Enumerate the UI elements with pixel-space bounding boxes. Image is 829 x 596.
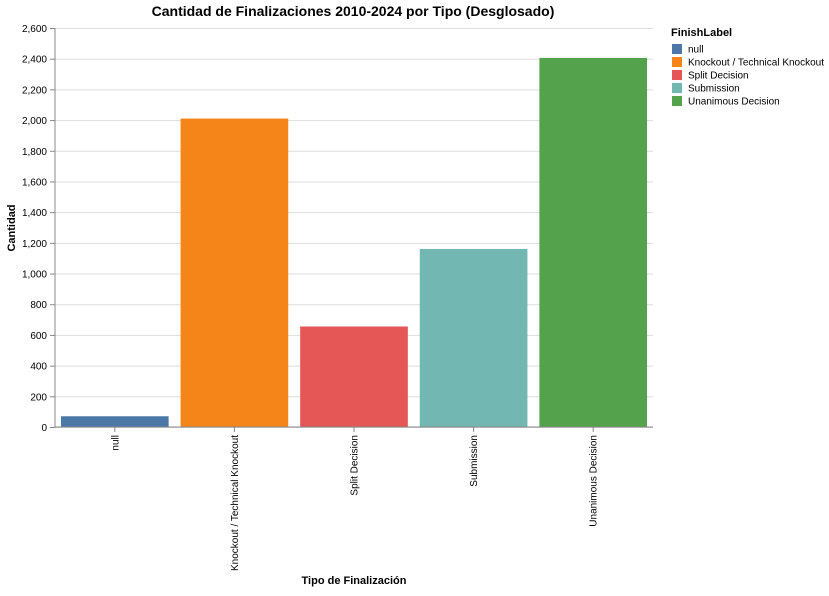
y-tick-label: 1,800 (22, 147, 47, 158)
y-axis-title: Cantidad (6, 204, 18, 251)
x-tick-label: Submission (469, 435, 480, 487)
y-tick-label: 1,600 (22, 177, 47, 188)
legend-label: null (688, 45, 704, 56)
legend-label: Unanimous Decision (688, 97, 780, 108)
bar (539, 57, 648, 428)
x-tick-label: null (110, 435, 121, 451)
legend-swatch (672, 83, 682, 93)
legend-label: Knockout / Technical Knockout (688, 58, 824, 69)
y-tick-label: 200 (30, 392, 47, 403)
legend: FinishLabel null Knockout / Technical Kno… (671, 27, 824, 108)
x-axis-ticks: null Knockout / Technical Knockout Split D… (110, 427, 600, 571)
x-tick-label: Unanimous Decision (589, 435, 600, 527)
y-axis-ticks: 0 200 400 600 800 1,000 1,200 1,400 1,600 1,800 2,… (22, 24, 55, 434)
chart-title: Cantidad de Finalizaciones 2010-2024 por… (152, 3, 555, 19)
y-tick-label: 1,400 (22, 208, 47, 219)
y-tick-label: 600 (30, 331, 47, 342)
y-tick-label: 2,000 (22, 116, 47, 127)
y-tick-label: 1,200 (22, 239, 47, 250)
bar (60, 416, 169, 427)
bar (300, 326, 408, 427)
y-tick-label: 2,600 (22, 24, 47, 35)
bar (180, 118, 289, 428)
y-tick-label: 800 (30, 300, 47, 311)
y-tick-label: 2,400 (22, 55, 47, 66)
y-tick-label: 2,200 (22, 85, 47, 96)
legend-swatch (672, 57, 682, 67)
x-tick-label: Split Decision (350, 435, 361, 496)
bars (60, 57, 648, 428)
y-tick-label: 0 (41, 423, 47, 434)
legend-swatch (672, 44, 682, 54)
bar (419, 248, 528, 427)
y-tick-label: 1,000 (22, 270, 47, 281)
legend-swatch (672, 96, 682, 106)
legend-title: FinishLabel (671, 27, 732, 39)
x-tick-label: Knockout / Technical Knockout (230, 435, 241, 571)
legend-label: Split Decision (688, 71, 749, 82)
legend-swatch (672, 70, 682, 80)
y-tick-label: 400 (30, 362, 47, 373)
x-axis-title: Tipo de Finalización (302, 575, 407, 587)
legend-label: Submission (688, 84, 740, 95)
